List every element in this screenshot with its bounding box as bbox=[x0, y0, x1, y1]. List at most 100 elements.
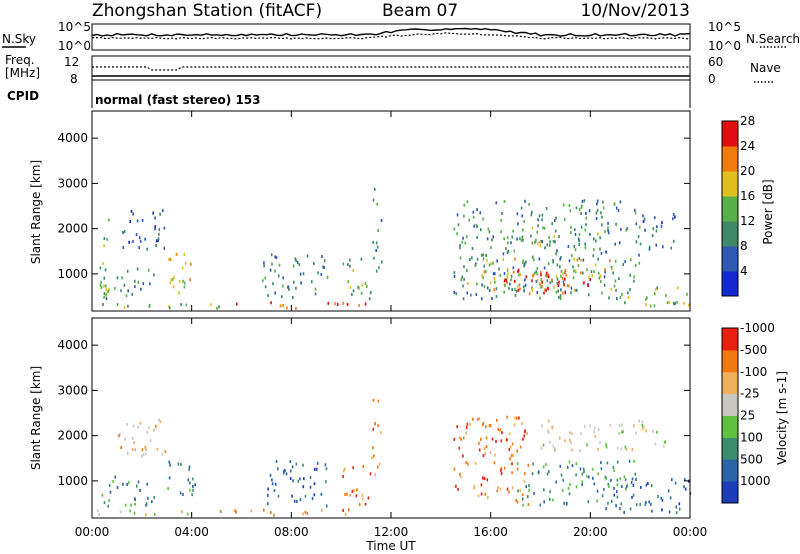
heatmap-cell bbox=[536, 291, 539, 294]
heatmap-cell bbox=[163, 226, 166, 230]
heatmap-cell bbox=[669, 496, 672, 500]
heatmap-cell bbox=[509, 282, 511, 286]
heatmap-cell bbox=[515, 289, 518, 293]
heatmap-cell bbox=[141, 454, 143, 458]
heatmap-cell bbox=[600, 280, 602, 283]
heatmap-cell bbox=[108, 288, 110, 292]
heatmap-cell bbox=[100, 285, 103, 289]
heatmap-cell bbox=[638, 419, 640, 423]
heatmap-cell bbox=[575, 462, 578, 466]
heatmap-cell bbox=[541, 218, 543, 222]
heatmap-cell bbox=[182, 493, 184, 496]
noise-left-tick-top: 10^5 bbox=[58, 20, 91, 34]
heatmap-cell bbox=[472, 210, 475, 214]
heatmap-cell bbox=[492, 235, 494, 239]
noise-search-line bbox=[92, 32, 691, 40]
heatmap-cell bbox=[613, 486, 615, 490]
heatmap-cell bbox=[289, 469, 292, 473]
heatmap-cell bbox=[342, 509, 344, 512]
heatmap-cell bbox=[104, 284, 107, 288]
heatmap-cell bbox=[358, 503, 361, 507]
heatmap-cell bbox=[286, 306, 288, 310]
heatmap-cell bbox=[610, 287, 612, 291]
heatmap-cell bbox=[514, 293, 517, 297]
heatmap-cell bbox=[557, 284, 560, 288]
heatmap-cell bbox=[375, 269, 378, 273]
heatmap-cell bbox=[531, 472, 534, 476]
heatmap-cell bbox=[621, 485, 623, 488]
heatmap-cell bbox=[578, 257, 581, 261]
heatmap-cell bbox=[616, 495, 619, 499]
heatmap-cell bbox=[169, 463, 171, 467]
heatmap-cell bbox=[653, 304, 656, 308]
heatmap-cell bbox=[635, 240, 638, 244]
heatmap-cell bbox=[103, 501, 106, 505]
heatmap-cell bbox=[564, 271, 566, 275]
heatmap-cell bbox=[264, 285, 267, 289]
heatmap-cell bbox=[462, 436, 465, 440]
heatmap-cell bbox=[306, 512, 309, 515]
heatmap-cell bbox=[533, 271, 536, 275]
heatmap-cell bbox=[362, 465, 365, 468]
heatmap-cell bbox=[298, 263, 301, 267]
heatmap-cell bbox=[621, 430, 623, 434]
heatmap-cell bbox=[137, 425, 139, 429]
heatmap-cell bbox=[153, 273, 155, 277]
heatmap-cell bbox=[482, 423, 484, 427]
heatmap-cell bbox=[277, 494, 280, 498]
heatmap-cell bbox=[552, 260, 554, 264]
freq-right-tick-bottom: 0 bbox=[708, 72, 716, 86]
heatmap-cell bbox=[637, 235, 640, 239]
heatmap-cell bbox=[477, 494, 480, 498]
heatmap-cell bbox=[168, 257, 170, 261]
heatmap-cell bbox=[592, 476, 594, 480]
heatmap-cell bbox=[485, 436, 488, 440]
heatmap-cell bbox=[101, 493, 104, 497]
heatmap-cell bbox=[123, 230, 126, 233]
heatmap-cell bbox=[512, 266, 515, 270]
heatmap-cell bbox=[616, 483, 619, 487]
heatmap-cell bbox=[615, 504, 617, 508]
heatmap-cell bbox=[356, 488, 358, 492]
heatmap-cell bbox=[465, 431, 468, 435]
heatmap-cell bbox=[313, 482, 316, 486]
heatmap-cell bbox=[531, 255, 534, 259]
heatmap-cell bbox=[453, 437, 456, 441]
heatmap-cell bbox=[605, 250, 607, 254]
heatmap-cell bbox=[503, 290, 505, 294]
heatmap-cell bbox=[565, 273, 568, 277]
heatmap-cell bbox=[604, 230, 606, 234]
heatmap-cell bbox=[588, 293, 590, 297]
heatmap-cell bbox=[667, 489, 670, 493]
heatmap-cell bbox=[641, 427, 644, 431]
heatmap-cell bbox=[564, 291, 567, 295]
heatmap-cell bbox=[144, 237, 146, 241]
heatmap-cell bbox=[520, 238, 523, 242]
heatmap-cell bbox=[455, 292, 457, 296]
heatmap-cell bbox=[295, 307, 297, 310]
heatmap-cell bbox=[132, 424, 135, 428]
heatmap-cell bbox=[543, 266, 546, 270]
colorbar-tick-label: 8 bbox=[740, 239, 748, 253]
heatmap-cell bbox=[561, 276, 564, 280]
heatmap-cell bbox=[588, 209, 591, 213]
heatmap-cell bbox=[121, 276, 123, 280]
heatmap-cell bbox=[517, 222, 519, 226]
heatmap-cell bbox=[480, 228, 482, 232]
heatmap-cell bbox=[173, 276, 175, 279]
heatmap-cell bbox=[672, 239, 675, 243]
heatmap-cell bbox=[481, 274, 483, 278]
heatmap-cell bbox=[380, 219, 383, 222]
heatmap-cell bbox=[294, 499, 296, 503]
heatmap-cell bbox=[98, 513, 101, 516]
heatmap-cell bbox=[264, 276, 267, 280]
heatmap-cell bbox=[540, 270, 542, 274]
heatmap-cell bbox=[540, 285, 542, 289]
heatmap-cell bbox=[625, 228, 627, 232]
heatmap-cell bbox=[519, 287, 521, 291]
heatmap-cell bbox=[134, 448, 136, 452]
heatmap-cell bbox=[543, 291, 545, 295]
heatmap-cell bbox=[532, 274, 534, 278]
heatmap-cell bbox=[459, 256, 462, 260]
